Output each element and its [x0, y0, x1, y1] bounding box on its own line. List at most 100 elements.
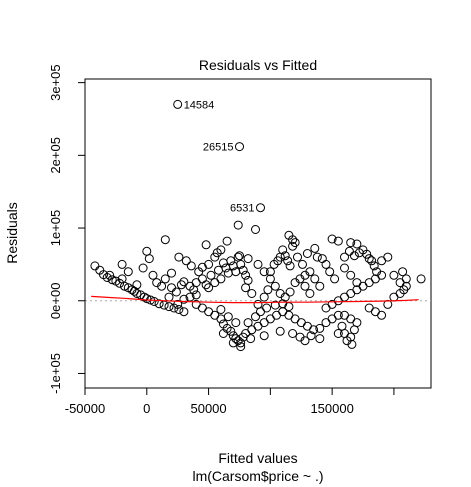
data-point [285, 261, 295, 271]
data-point [120, 281, 129, 291]
data-point [226, 256, 236, 266]
data-point [241, 283, 251, 293]
data-point [160, 274, 170, 284]
data-point [107, 275, 117, 285]
data-point [222, 236, 232, 246]
data-point [174, 305, 184, 314]
data-point [312, 252, 322, 262]
data-point [401, 274, 411, 284]
data-point [138, 263, 148, 273]
data-point [398, 267, 408, 277]
y-tick-label: 1e+05 [48, 210, 63, 247]
data-point [321, 303, 331, 313]
data-point [171, 287, 181, 297]
data-point [327, 234, 337, 244]
data-point [173, 299, 183, 309]
data-point [210, 278, 220, 288]
data-point [315, 323, 325, 333]
data-point [369, 261, 379, 271]
data-point [179, 307, 189, 317]
data-point [300, 281, 310, 291]
data-point [201, 280, 211, 290]
data-point [372, 267, 382, 277]
data-point [251, 225, 260, 234]
data-point [173, 99, 183, 109]
y-axis: -1e+05 0e+00 1e+05 2e+05 3e+05 [48, 64, 86, 394]
outlier-label: 26515 [203, 142, 234, 154]
data-point [236, 338, 246, 348]
data-point [243, 318, 253, 328]
plot-frame [84, 78, 432, 389]
data-point [142, 246, 152, 256]
data-point [154, 299, 164, 309]
data-point [216, 314, 226, 324]
data-point [263, 285, 273, 295]
x-tick-label: 0 [143, 401, 150, 416]
data-point [358, 281, 368, 291]
data-point [283, 256, 293, 266]
outlier-labels: 14584 26515 6531 [184, 99, 255, 214]
data-point [246, 334, 256, 344]
y-axis-label: Residuals [4, 202, 20, 263]
data-point [214, 265, 223, 275]
data-point [139, 292, 149, 302]
data-point [349, 251, 359, 261]
data-point [306, 331, 316, 341]
data-point [327, 314, 337, 324]
data-point [228, 331, 238, 341]
data-point [231, 318, 241, 328]
data-point [159, 300, 169, 310]
data-points [90, 99, 426, 352]
data-point [228, 338, 238, 348]
data-point [346, 238, 356, 248]
outlier-label: 6531 [230, 203, 254, 215]
data-point [305, 289, 315, 298]
data-point [247, 289, 257, 298]
data-point [259, 267, 269, 277]
x-axis: -50000 0 50000 150000 [65, 387, 395, 416]
data-point [302, 249, 312, 258]
data-point [333, 310, 343, 320]
y-tick-label: -1e+05 [48, 353, 63, 394]
data-point [333, 329, 343, 338]
data-point [290, 238, 300, 248]
data-point [340, 292, 349, 302]
data-point [293, 252, 302, 262]
data-point [310, 243, 320, 253]
data-point [333, 236, 343, 246]
data-point [389, 292, 399, 302]
data-point [317, 254, 327, 264]
data-point [132, 280, 142, 290]
data-point [344, 246, 354, 256]
data-point [265, 314, 275, 324]
data-point [321, 259, 331, 269]
data-point [253, 321, 263, 331]
data-point [352, 239, 362, 249]
data-point [243, 275, 253, 285]
data-point [278, 307, 288, 317]
x-tick-label: -50000 [65, 401, 105, 416]
data-point [364, 254, 374, 264]
data-point [181, 256, 191, 266]
data-point [337, 321, 347, 331]
y-tick-label: 0e+00 [48, 283, 63, 320]
smoother-line [91, 295, 419, 304]
data-point [253, 259, 263, 269]
data-point [278, 245, 288, 255]
data-point [233, 220, 243, 230]
data-point [259, 292, 269, 302]
data-point [300, 336, 310, 346]
data-point [330, 274, 340, 284]
data-point [315, 334, 325, 344]
data-point [284, 310, 294, 320]
data-point [164, 302, 174, 312]
data-point [262, 303, 272, 313]
data-point [212, 248, 222, 258]
data-point [117, 259, 127, 269]
data-point [265, 274, 275, 284]
data-point [105, 270, 115, 280]
data-point [383, 252, 393, 262]
data-point [235, 142, 244, 152]
data-point [204, 283, 214, 293]
data-point [160, 235, 170, 245]
